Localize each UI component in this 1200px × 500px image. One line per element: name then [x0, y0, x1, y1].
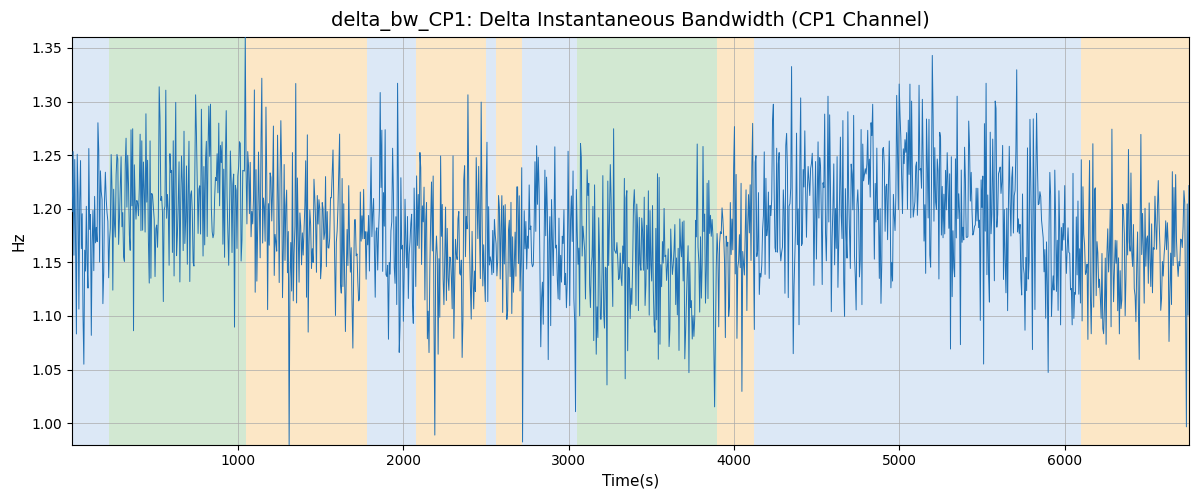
Bar: [1081, 37, 1189, 445]
Bar: [367, 37, 416, 445]
Bar: [718, 37, 754, 445]
Bar: [522, 37, 577, 445]
Bar: [793, 37, 1081, 445]
Bar: [246, 37, 367, 445]
Bar: [109, 37, 246, 445]
X-axis label: Time(s): Time(s): [602, 474, 659, 489]
Title: delta_bw_CP1: Delta Instantaneous Bandwidth (CP1 Channel): delta_bw_CP1: Delta Instantaneous Bandwi…: [331, 11, 930, 31]
Bar: [72, 37, 109, 445]
Bar: [486, 37, 496, 445]
Bar: [496, 37, 522, 445]
Bar: [577, 37, 718, 445]
Bar: [416, 37, 486, 445]
Bar: [754, 37, 793, 445]
Y-axis label: Hz: Hz: [11, 231, 26, 250]
